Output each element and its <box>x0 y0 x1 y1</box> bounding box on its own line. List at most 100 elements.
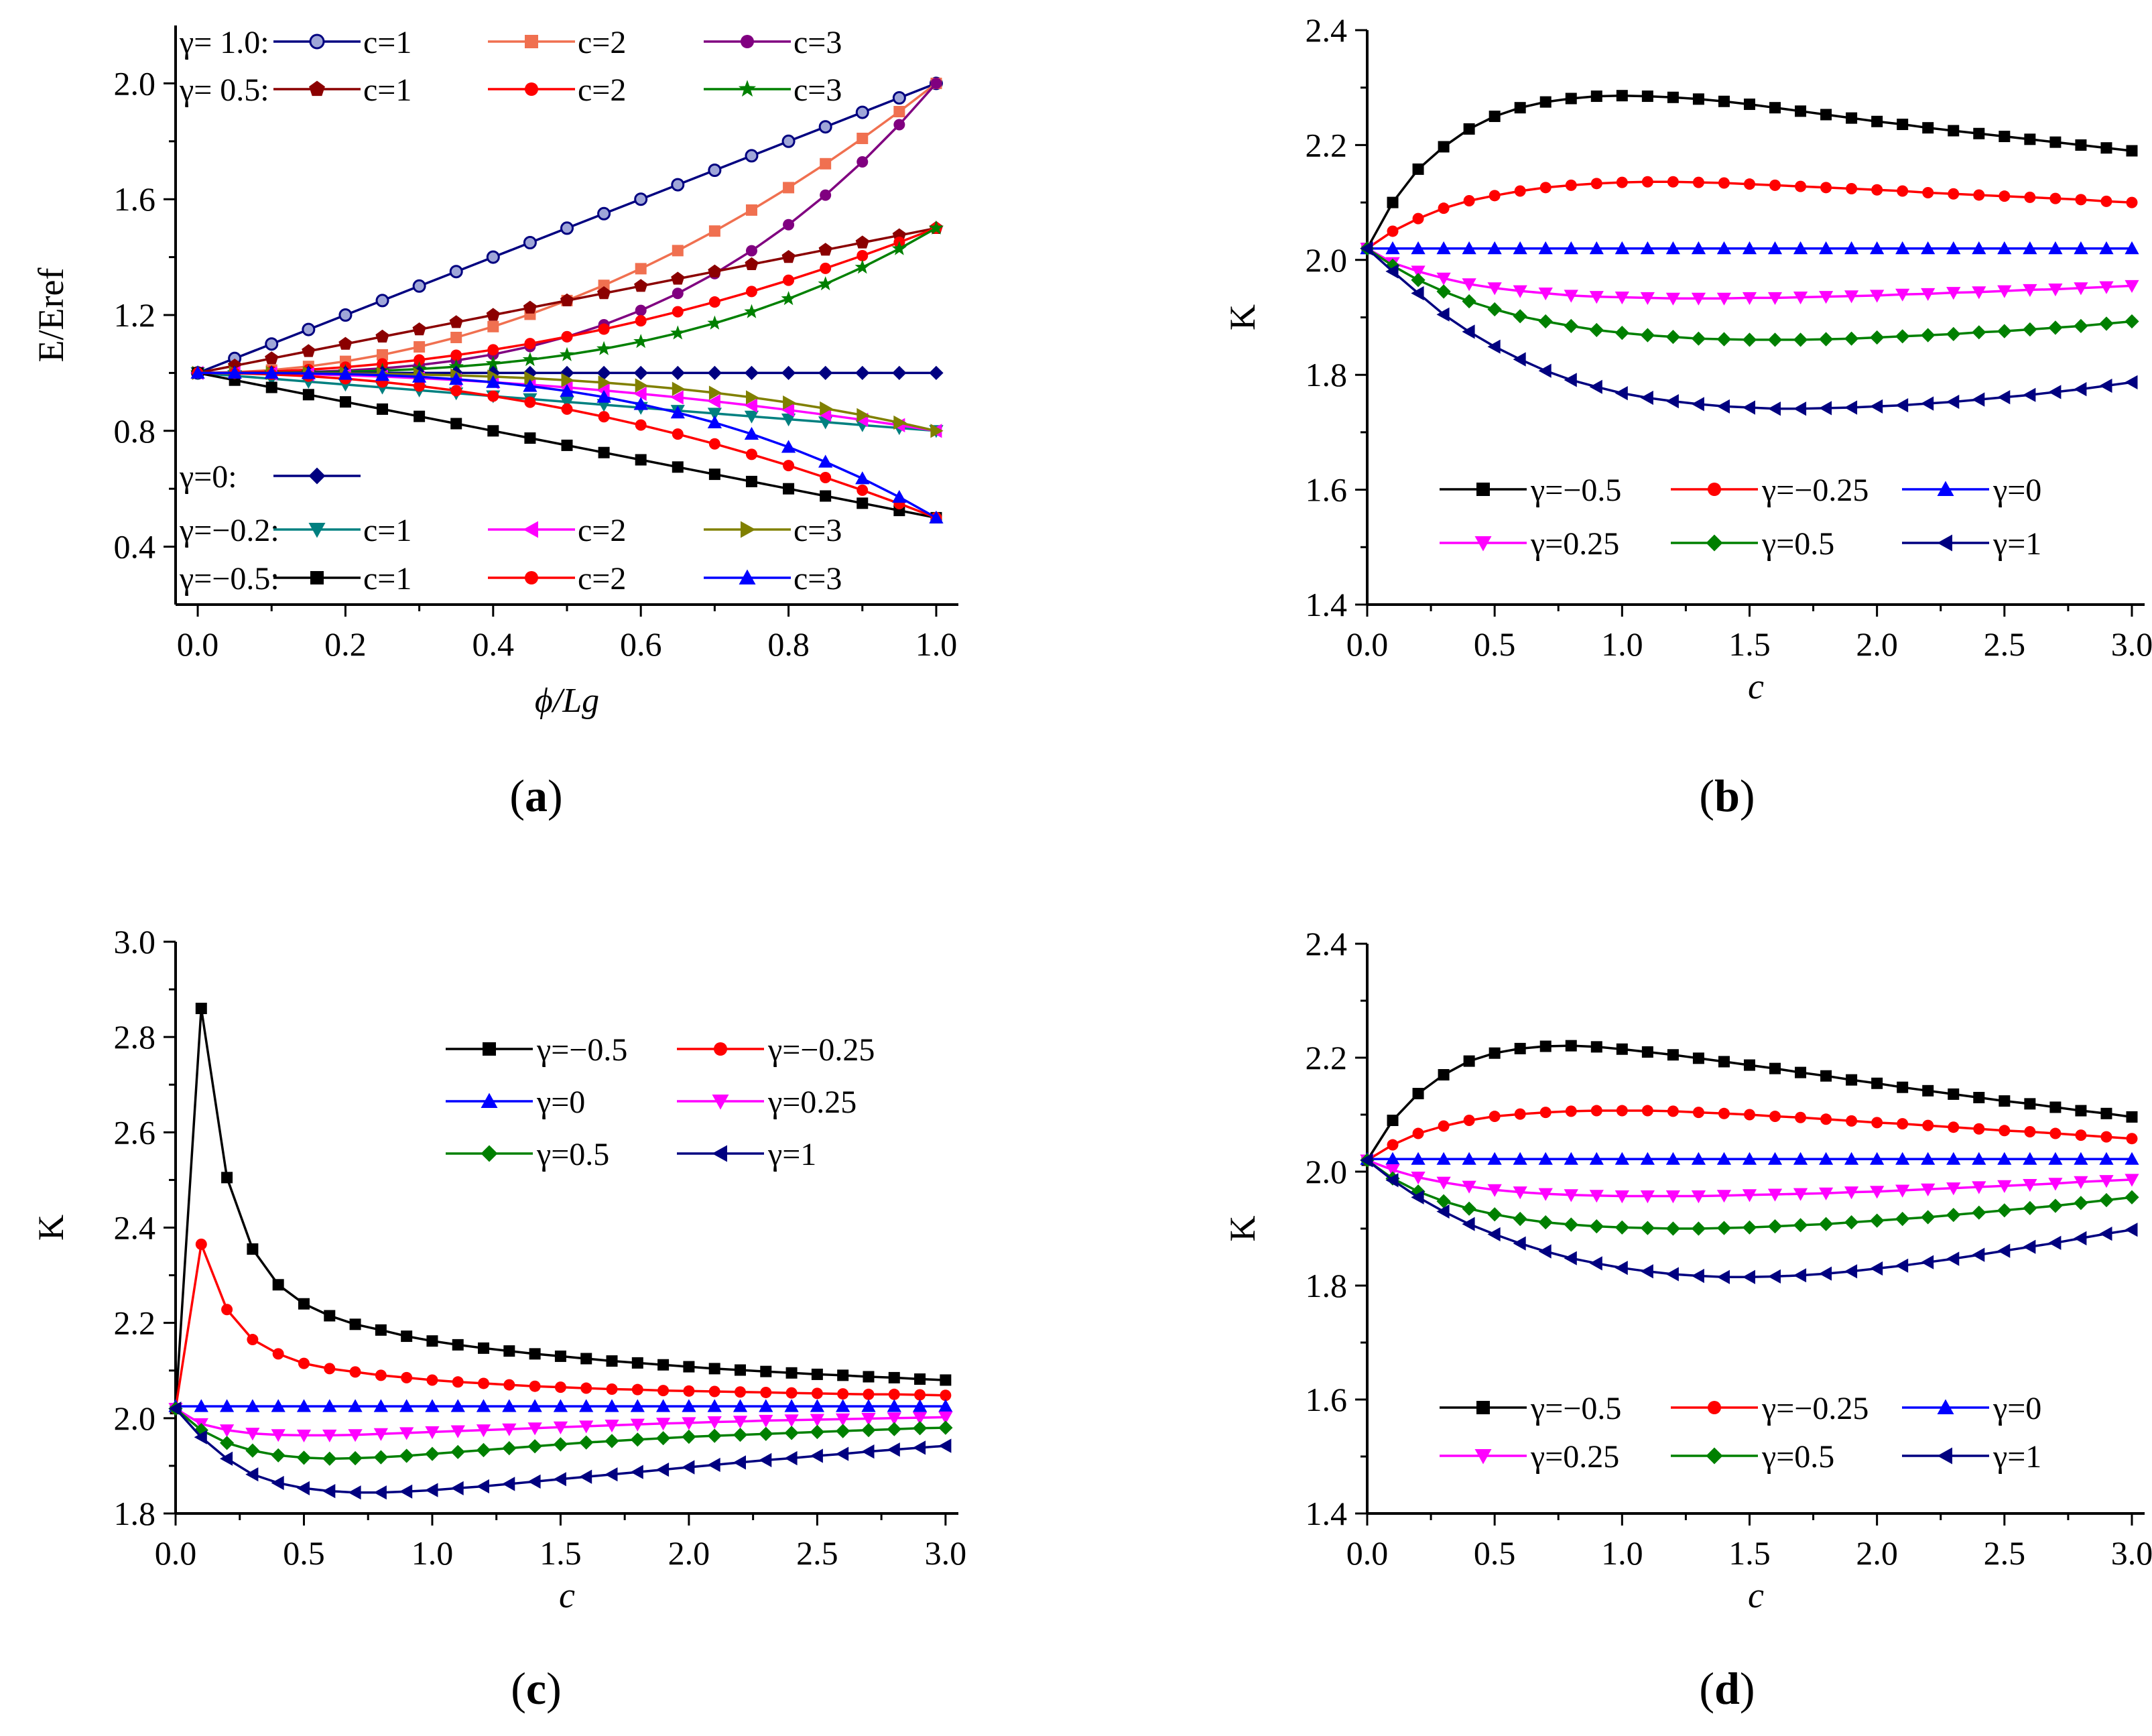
legend-group-label: γ=0: <box>179 459 237 495</box>
data-point <box>745 257 759 270</box>
data-point <box>1820 1113 1832 1125</box>
data-point <box>1895 398 1909 413</box>
data-point <box>2125 314 2139 329</box>
data-point <box>745 448 757 460</box>
data-point <box>596 365 611 380</box>
x-tick-label: 1.0 <box>1601 625 1643 663</box>
legend-marker <box>741 521 756 538</box>
data-point <box>1742 400 1755 415</box>
data-point <box>707 315 722 330</box>
data-point <box>1589 1190 1604 1203</box>
data-point <box>553 1472 566 1487</box>
data-point <box>733 1455 746 1470</box>
data-point <box>634 279 648 292</box>
data-point <box>1436 1176 1451 1190</box>
data-point <box>1895 1152 1910 1165</box>
series-markers <box>1361 176 2138 255</box>
data-point <box>1793 241 1808 255</box>
data-point <box>1793 332 1808 347</box>
data-point <box>1948 188 1960 200</box>
data-point <box>2099 316 2114 331</box>
data-point <box>1436 1204 1450 1219</box>
data-point <box>2048 241 2063 255</box>
data-point <box>671 178 685 192</box>
data-point <box>1463 195 1475 207</box>
data-point <box>1895 288 1910 302</box>
data-point <box>1973 189 1985 201</box>
data-point <box>245 1467 259 1482</box>
y-tick-label: 2.0 <box>1306 241 1348 279</box>
data-point <box>1743 1109 1755 1121</box>
series-markers <box>168 1402 953 1466</box>
data-point <box>1462 241 1476 255</box>
data-point <box>745 204 757 216</box>
x-tick-label: 1.0 <box>915 625 958 663</box>
data-point <box>1793 1218 1808 1233</box>
data-point <box>707 408 722 421</box>
data-point <box>220 1424 235 1438</box>
legend-item: γ=0 <box>1902 473 2041 508</box>
data-point <box>1819 332 1834 347</box>
data-point <box>1870 1261 1883 1276</box>
data-point <box>818 408 832 422</box>
data-point <box>1589 1152 1604 1165</box>
y-axis-label: K <box>1222 1216 1263 1242</box>
data-point <box>1742 1220 1757 1235</box>
data-point <box>1972 392 1985 407</box>
data-point <box>1997 1180 2012 1193</box>
legend-label: γ=0 <box>1992 1391 2041 1426</box>
data-point <box>670 365 685 380</box>
data-point <box>635 315 647 327</box>
data-point <box>1767 401 1781 416</box>
data-point <box>190 365 205 379</box>
data-point <box>1590 90 1602 103</box>
data-point <box>1999 131 2011 143</box>
data-point <box>560 383 574 397</box>
data-point <box>2048 284 2063 297</box>
data-point <box>1870 241 1885 255</box>
data-point <box>1819 401 1832 416</box>
data-point <box>1514 1108 1526 1120</box>
data-point <box>426 1335 438 1347</box>
legend-marker <box>1476 483 1490 496</box>
data-point <box>247 1243 259 1255</box>
legend-label: γ=−0.5 <box>536 1032 627 1068</box>
data-point <box>523 236 537 249</box>
data-point <box>1436 284 1451 299</box>
data-point <box>2048 320 2063 335</box>
data-point <box>670 325 686 340</box>
data-point <box>561 403 573 415</box>
data-point <box>631 1383 643 1396</box>
data-point <box>221 1304 233 1316</box>
data-point <box>2049 1101 2062 1113</box>
data-point <box>672 306 684 318</box>
caption-a: (a) <box>509 770 563 821</box>
data-point <box>857 156 869 168</box>
data-point <box>1997 1243 2011 1258</box>
x-axis-label: c <box>1748 1575 1764 1615</box>
data-point <box>855 105 869 119</box>
data-point <box>450 331 462 343</box>
data-point <box>1436 272 1451 286</box>
legend-item: c=1 <box>273 25 412 60</box>
data-point <box>1844 1152 1859 1165</box>
data-point <box>1691 1221 1706 1236</box>
data-point <box>324 1310 336 1322</box>
legend-marker <box>483 1042 496 1056</box>
data-point <box>1615 1261 1628 1276</box>
data-point <box>1513 1236 1526 1251</box>
data-point <box>2074 382 2087 397</box>
data-point <box>783 483 795 495</box>
legend-label: c=2 <box>578 25 626 60</box>
data-point <box>338 367 353 380</box>
legend-label: γ=−0.5 <box>1530 1391 1621 1426</box>
data-point <box>1946 1208 1961 1223</box>
data-point <box>861 1413 876 1426</box>
data-point <box>1462 324 1475 339</box>
data-point <box>1742 1189 1757 1202</box>
data-point <box>449 265 463 279</box>
data-point <box>857 408 870 422</box>
legend-label: γ=0.5 <box>1761 526 1834 562</box>
data-point <box>487 344 499 356</box>
data-point <box>2125 375 2138 389</box>
